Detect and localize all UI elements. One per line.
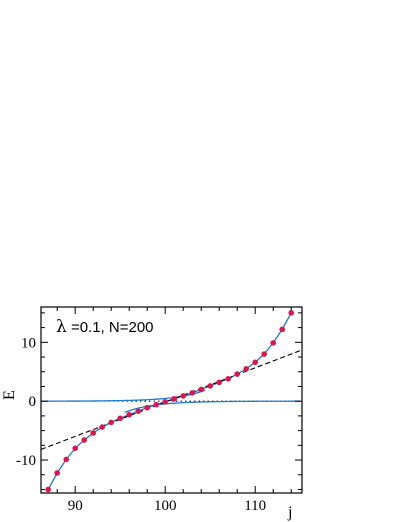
data-point [72, 445, 78, 452]
x-tick-label: 110 [244, 498, 266, 514]
data-point [108, 419, 114, 426]
data-point [99, 424, 105, 430]
data-point [90, 430, 96, 436]
data-point [117, 415, 123, 422]
data-point [144, 404, 150, 411]
data-point [126, 411, 132, 418]
data-point [252, 359, 258, 366]
x-tick-label: 90 [68, 498, 83, 514]
y-axis-label: E [1, 390, 18, 400]
x-tick-label: 100 [154, 498, 177, 514]
data-point [63, 456, 69, 463]
data-point [279, 326, 286, 333]
data-point [45, 486, 51, 493]
data-point [243, 366, 249, 372]
parameter-annotation: λ =0.1, N=200 [56, 317, 154, 337]
data-point [81, 437, 87, 443]
x-axis-label: j [287, 504, 292, 521]
parameter-text: =0.1, N=200 [67, 319, 154, 336]
data-point [207, 383, 213, 389]
y-tick-label: 10 [21, 335, 36, 351]
y-tick-label: 0 [29, 394, 37, 410]
data-point [54, 470, 60, 476]
data-point [162, 398, 168, 405]
data-point [225, 376, 231, 382]
data-point [270, 340, 277, 346]
axis-tick-labels: 90 100 110 -10 0 10 [16, 335, 266, 514]
data-point [261, 351, 268, 357]
data-point [189, 390, 195, 396]
data-point [288, 310, 295, 316]
data-point [135, 408, 141, 414]
dashed-fit-line [41, 349, 302, 450]
data-point [216, 379, 222, 386]
data-point [171, 396, 177, 402]
data-point [234, 371, 240, 377]
axis-ticks [41, 307, 302, 493]
y-tick-label: -10 [16, 453, 36, 469]
lambda-symbol: λ [56, 317, 67, 337]
data-point [198, 386, 204, 393]
plot-frame [40, 306, 303, 494]
data-point [180, 393, 186, 399]
data-point [153, 401, 159, 408]
